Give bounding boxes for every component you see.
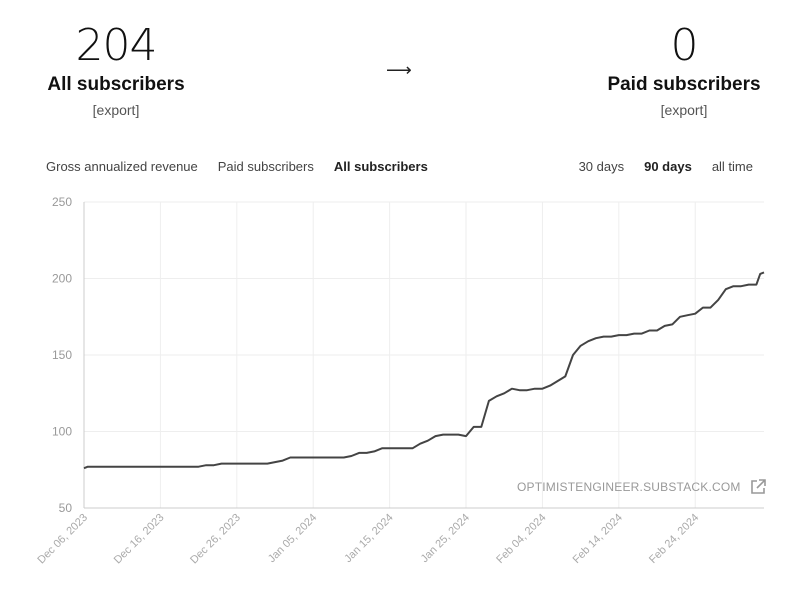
all-subscribers-label: All subscribers (47, 74, 185, 95)
subscribers-line (83, 271, 765, 470)
watermark-text: OPTIMISTENGINEER.SUBSTACK.COM (517, 480, 741, 494)
tab-30-days[interactable]: 30 days (578, 159, 625, 174)
x-tick-label: Feb 24, 2024 (647, 512, 701, 566)
range-tabs: 30 days 90 days all time (579, 159, 753, 174)
x-tick-label: Dec 26, 2023 (188, 512, 243, 567)
y-tick-label: 250 (52, 195, 72, 209)
all-subscribers-export-link[interactable]: [export] (92, 102, 140, 118)
x-tick-label: Jan 05, 2024 (266, 512, 319, 565)
subscribers-line-chart: 50 100 150 200 250 Dec 06, 2023 Dec 16, 2023 De… (35, 195, 765, 567)
watermark[interactable]: OPTIMISTENGINEER.SUBSTACK.COM (517, 478, 767, 496)
paid-subscribers-label: Paid subscribers (607, 74, 761, 95)
paid-subscribers-count: 0 (670, 20, 699, 71)
tab-90-days[interactable]: 90 days (644, 159, 692, 174)
tab-gross-annualized-revenue[interactable]: Gross annualized revenue (46, 159, 198, 174)
x-tick-label: Dec 06, 2023 (35, 512, 90, 567)
all-subscribers-count: 204 (75, 20, 158, 71)
y-tick-label: 200 (52, 272, 72, 286)
tab-all-time[interactable]: all time (711, 159, 753, 174)
arrow-icon: ⟶ (386, 60, 412, 80)
paid-subscribers-export-link[interactable]: [export] (660, 102, 708, 118)
metric-tabs: Gross annualized revenue Paid subscriber… (46, 159, 428, 174)
paid-subscribers-stat: 0 Paid subscribers [export] (564, 20, 794, 119)
x-tick-label: Jan 25, 2024 (419, 512, 472, 565)
x-tick-label: Dec 16, 2023 (112, 512, 167, 567)
x-tick-label: Feb 14, 2024 (571, 512, 625, 566)
y-tick-label: 100 (52, 425, 72, 439)
tab-paid-subscribers[interactable]: Paid subscribers (217, 159, 314, 174)
external-link-icon (750, 479, 766, 494)
all-subscribers-stat: 204 All subscribers [export] (0, 20, 236, 119)
y-tick-label: 150 (52, 348, 72, 362)
y-tick-label: 50 (59, 501, 73, 515)
tab-all-subscribers[interactable]: All subscribers (333, 159, 428, 174)
x-tick-label: Jan 15, 2024 (342, 512, 395, 565)
x-tick-label: Feb 04, 2024 (494, 512, 548, 566)
